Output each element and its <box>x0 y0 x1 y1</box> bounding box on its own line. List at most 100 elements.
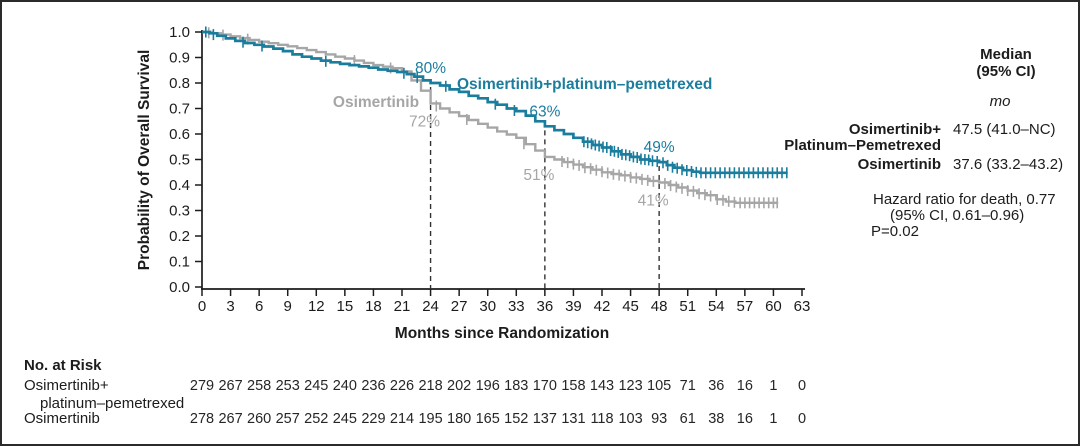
risk-count: 38 <box>708 411 725 427</box>
reference-lines <box>429 87 660 289</box>
risk-count: 165 <box>475 411 500 427</box>
risk-count: 71 <box>679 378 696 394</box>
risk-count: 0 <box>797 411 807 427</box>
y-tick-label: 0.8 <box>169 75 190 92</box>
y-tick-label: 0.6 <box>169 126 190 143</box>
risk-count: 0 <box>797 378 807 394</box>
stats-row2-label: Osimertinib <box>857 156 941 173</box>
risk-count: 103 <box>618 411 643 427</box>
km-step-path <box>202 30 779 204</box>
stats-row1-label-line2: Platinum–Pemetrexed <box>784 137 941 154</box>
hazard-ratio-line2: (95% CI, 0.61–0.96) <box>890 207 1025 224</box>
y-tick-label: 1.0 <box>169 24 190 41</box>
x-tick-label: 15 <box>337 298 354 315</box>
risk-count: 180 <box>447 411 472 427</box>
risk-count: 279 <box>189 378 215 394</box>
axes: 0 3 6 9 12 15 18 21 24 27 30 33 36 39 42 45 48 51 54 57 60 63… <box>136 24 810 342</box>
risk-count: 267 <box>218 378 243 394</box>
risk-count: 278 <box>189 411 215 427</box>
stats-row1-label-line1: Osimertinib+ <box>848 121 941 138</box>
risk-count: 61 <box>679 411 696 427</box>
risk-count: 253 <box>275 378 300 394</box>
x-tick-label: 24 <box>422 298 439 315</box>
stats-row2-value: 37.6 (33.2–43.2) <box>953 156 1064 173</box>
stats-row1-value: 47.5 (41.0–NC) <box>953 121 1056 138</box>
milestone-label-63%: 63% <box>529 103 560 120</box>
y-tick-label: 0.9 <box>169 50 190 67</box>
risk-count: 245 <box>304 378 329 394</box>
p-value: P=0.02 <box>871 223 919 240</box>
x-tick-label: 54 <box>708 298 725 315</box>
risk-count: 214 <box>389 411 415 427</box>
risk-count: 16 <box>736 378 753 394</box>
x-tick-label: 18 <box>365 298 382 315</box>
risk-row2-label: Osimertinib <box>24 410 100 427</box>
y-axis-title: Probability of Overall Survival <box>136 50 153 271</box>
y-tick-label: 0.4 <box>169 177 190 194</box>
x-tick-label: 48 <box>651 298 668 315</box>
risk-count: 240 <box>332 378 357 394</box>
risk-count: 105 <box>647 378 672 394</box>
series-label-osimertinib-pemetrexed: Osimertinib+platinum–pemetrexed <box>457 76 712 93</box>
x-tick-label: 60 <box>765 298 782 315</box>
milestone-label-80%: 80% <box>415 60 446 77</box>
x-tick-label: 63 <box>794 298 811 315</box>
x-tick-label: 12 <box>308 298 325 315</box>
risk-count: 131 <box>561 411 586 427</box>
median-unit: mo <box>989 93 1011 110</box>
risk-count: 152 <box>504 411 529 427</box>
x-axis-title: Months since Randomization <box>395 325 609 342</box>
y-tick-label: 0.3 <box>169 203 190 220</box>
risk-count: 158 <box>561 378 586 394</box>
y-tick-label: 0.1 <box>169 254 190 271</box>
x-tick-label: 3 <box>226 298 234 315</box>
x-tick-label: 21 <box>394 298 411 315</box>
milestone-label-41%: 41% <box>638 192 669 209</box>
risk-count: 267 <box>218 411 243 427</box>
risk-count: 245 <box>332 411 357 427</box>
risk-count: 202 <box>447 378 472 394</box>
survival-curve-osimertinib-pemetrexed: 80% 63% 49% Osimertinib+platinum–pemetrexed <box>202 26 788 179</box>
risk-count: 16 <box>736 411 753 427</box>
risk-count: 1 <box>769 378 778 394</box>
milestone-label-49%: 49% <box>644 139 675 156</box>
y-tick-label: 0.2 <box>169 228 190 245</box>
y-tick-label: 0.7 <box>169 101 190 118</box>
risk-count: 36 <box>708 378 725 394</box>
risk-count: 196 <box>475 378 500 394</box>
risk-count: 170 <box>532 378 557 394</box>
x-tick-label: 45 <box>622 298 639 315</box>
x-tick-label: 0 <box>198 298 206 315</box>
risk-row1-label-line1: Osimertinib+ <box>24 377 109 394</box>
x-tick-label: 42 <box>594 298 611 315</box>
risk-count: 218 <box>418 378 443 394</box>
risk-count: 258 <box>247 378 272 394</box>
x-tick-label: 27 <box>451 298 468 315</box>
risk-count: 118 <box>590 411 614 427</box>
risk-count: 143 <box>589 378 615 394</box>
risk-count: 93 <box>651 411 668 427</box>
risk-row1-label-line2: platinum–pemetrexed <box>40 395 185 412</box>
milestone-label-72%: 72% <box>409 113 440 130</box>
y-tick-label: 0.0 <box>169 279 190 296</box>
risk-count: 229 <box>361 411 386 427</box>
median-header-line2: (95% CI) <box>976 63 1036 80</box>
risk-count: 195 <box>418 411 443 427</box>
risk-count: 123 <box>618 378 643 394</box>
x-tick-label: 33 <box>508 298 525 315</box>
x-tick-label: 36 <box>537 298 554 315</box>
risk-count: 257 <box>275 411 300 427</box>
series-label-osimertinib: Osimertinib <box>333 94 419 111</box>
risk-count: 1 <box>769 411 778 427</box>
x-tick-label: 39 <box>565 298 582 315</box>
x-tick-label: 9 <box>284 298 292 315</box>
risk-count: 183 <box>504 378 529 394</box>
risk-count: 137 <box>532 411 557 427</box>
risk-count: 236 <box>361 378 386 394</box>
y-tick-label: 0.5 <box>169 152 190 169</box>
risk-count: 226 <box>389 378 415 394</box>
milestone-label-51%: 51% <box>523 167 554 184</box>
risk-table-title: No. at Risk <box>24 357 102 374</box>
